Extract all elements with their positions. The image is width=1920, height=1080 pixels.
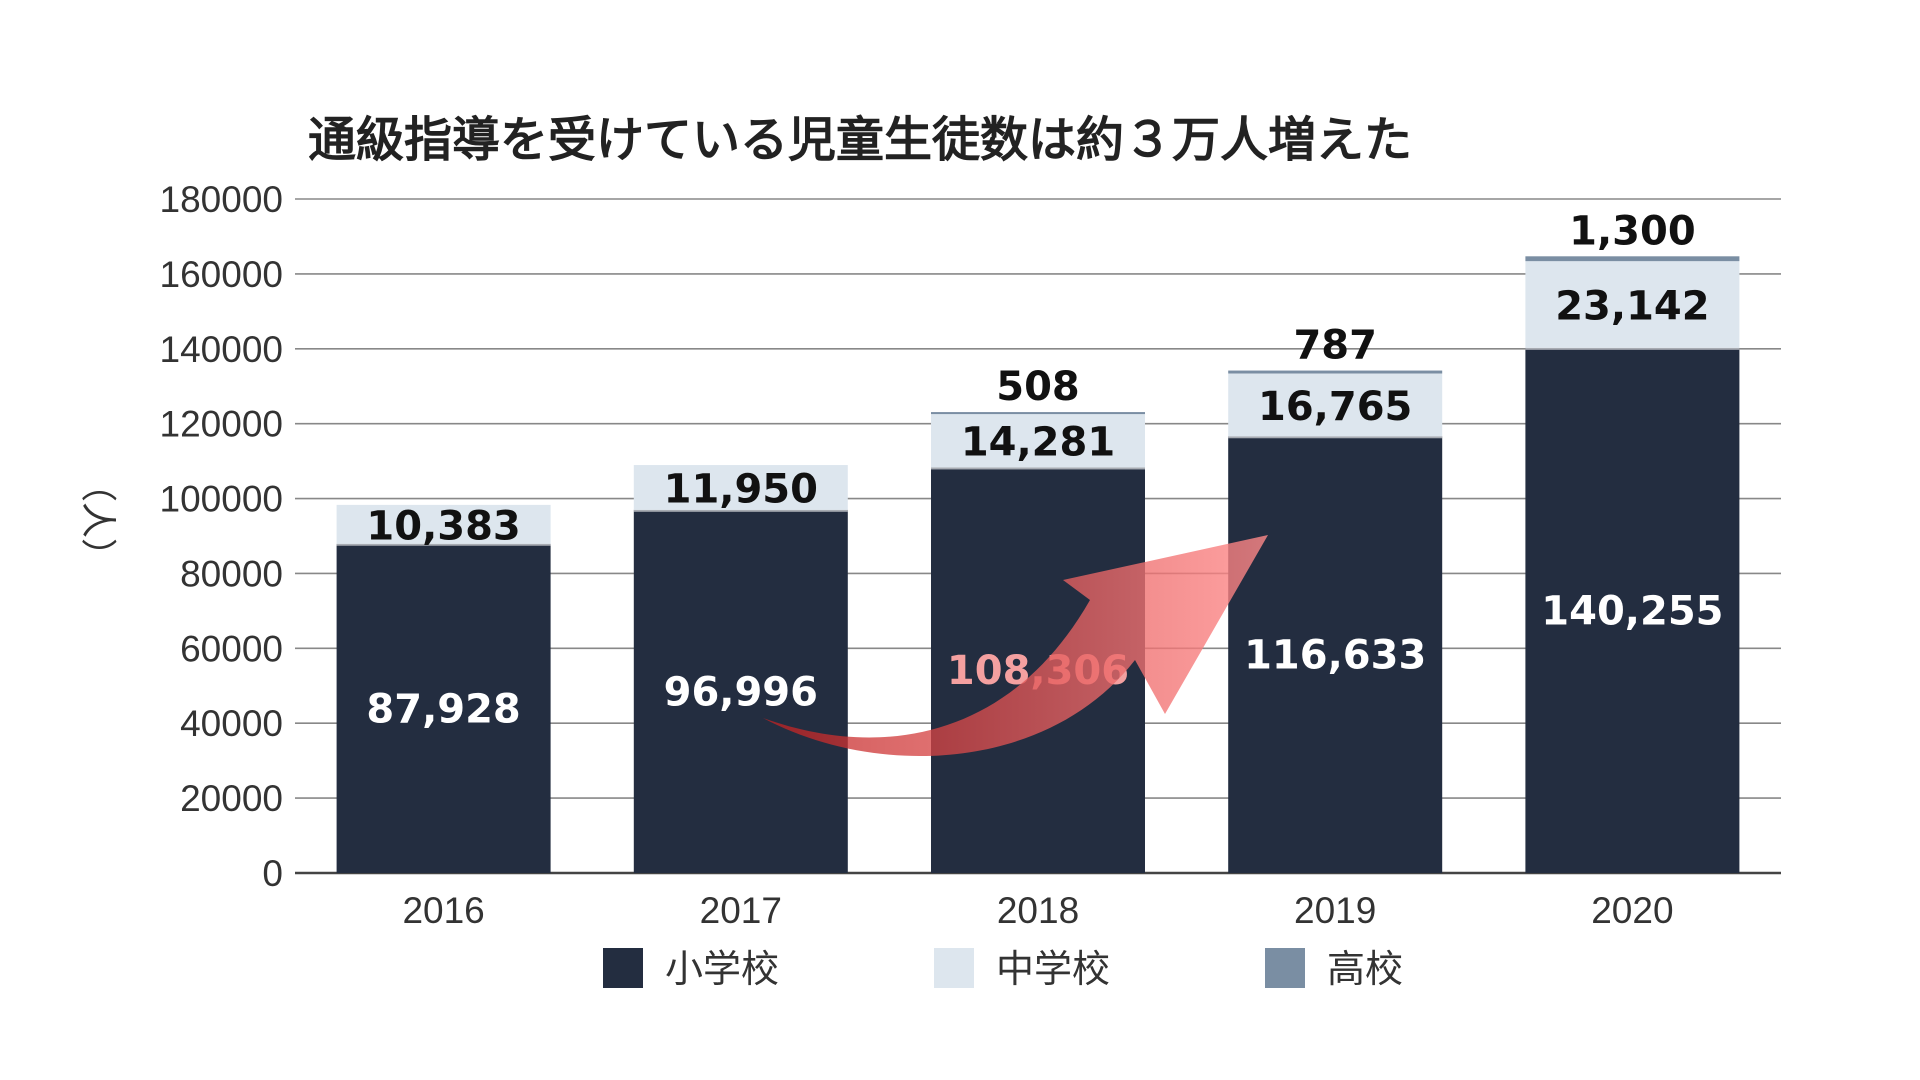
data-label: 787 [1293,323,1377,369]
y-tick-label: 160000 [160,254,283,295]
segment-divider [336,542,551,546]
bar-segment [1228,370,1443,374]
bar-stack-2019: 116,633 16,765 787 [1228,323,1443,873]
legend-item: 中学校 [934,947,1110,991]
segment-divider [1228,435,1443,439]
bar-segment [633,465,848,510]
bar-segment [931,412,1145,415]
y-tick-label: 60000 [180,628,283,669]
bar-segment [336,504,551,544]
segment-divider [931,466,1145,470]
y-axis-ticks: 0 20000 40000 60000 80000 100000 120000 140000 1… [160,179,283,894]
y-tick-label: 20000 [180,778,283,819]
x-tick-label: 2020 [1591,890,1673,931]
y-axis-label: （人） [78,466,119,574]
increase-arrow [763,535,1268,757]
data-label: 14,281 [961,420,1115,466]
bar-segment [1525,256,1740,262]
segment-divider [1525,346,1740,350]
data-label: 96,996 [664,669,818,715]
x-tick-label: 2016 [402,890,484,931]
legend-swatch [603,948,643,988]
bar-stack-2017: 96,996 11,950 [633,465,848,873]
legend-label: 高校 [1327,947,1403,991]
y-tick-label: 0 [262,853,283,894]
data-label: 23,142 [1555,283,1709,329]
data-label: 11,950 [664,466,818,512]
x-tick-label: 2017 [700,890,782,931]
bar-segment [1228,436,1443,873]
y-tick-label: 180000 [160,179,283,220]
legend-swatch [1265,948,1305,988]
x-tick-label: 2018 [997,890,1079,931]
bar-segment [1525,347,1740,873]
legend-swatch [934,948,974,988]
segment-divider [633,508,848,512]
data-label: 508 [996,364,1080,410]
legend-item: 小学校 [603,947,779,991]
y-tick-label: 100000 [160,479,283,520]
data-label: 10,383 [366,503,520,549]
y-tick-label: 40000 [180,703,283,744]
bar-stack-2020: 140,255 23,142 1,300 [1525,208,1740,873]
x-axis-ticks: 2016 2017 2018 2019 2020 [402,890,1673,931]
y-tick-label: 140000 [160,329,283,370]
chart-title: 通級指導を受けている児童生徒数は約３万人増えた [308,112,1412,168]
data-label: 140,255 [1541,588,1723,634]
data-label: 16,765 [1258,384,1412,430]
x-tick-label: 2019 [1294,890,1376,931]
bar-segment [1525,261,1740,348]
data-label: 1,300 [1569,208,1696,254]
bars: 87,92810,38396,99611,950108,30614,281508… [336,208,1740,873]
bar-segment [1228,373,1443,437]
bar-segment [931,413,1145,468]
y-tick-label: 80000 [180,553,283,594]
legend-item: 高校 [1265,947,1403,991]
y-tick-label: 120000 [160,404,283,445]
legend-label: 中学校 [996,947,1110,991]
bar-segment [633,509,848,873]
legend-label: 小学校 [665,947,779,991]
data-label: 116,633 [1244,633,1426,679]
legend: 小学校 中学校 高校 [603,947,1403,991]
data-label: 87,928 [366,686,520,732]
bar-segment [336,543,551,873]
arrow-shape [763,535,1268,757]
bar-stack-2016: 87,928 10,383 [336,503,551,873]
